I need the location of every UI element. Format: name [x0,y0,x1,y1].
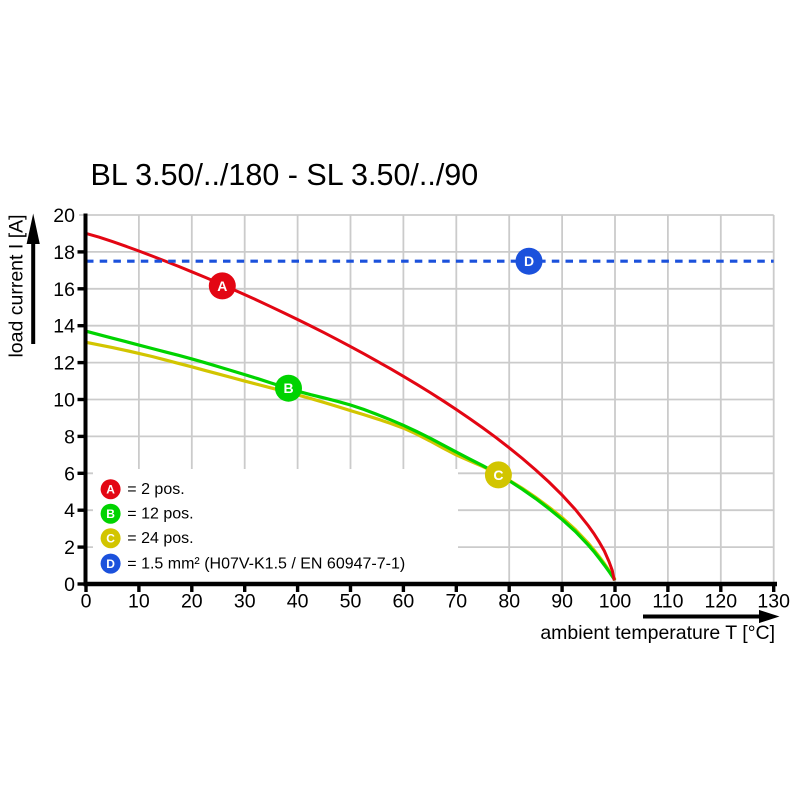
svg-text:90: 90 [551,591,573,613]
svg-text:14: 14 [53,316,75,338]
svg-text:A: A [106,483,115,497]
svg-text:10: 10 [128,591,150,613]
svg-text:0: 0 [81,591,92,613]
svg-text:10: 10 [53,390,75,412]
svg-text:0: 0 [64,574,75,596]
svg-text:20: 20 [53,205,75,227]
svg-text:2: 2 [64,537,75,559]
svg-text:= 24 pos.: = 24 pos. [127,530,193,547]
svg-text:30: 30 [234,591,256,613]
svg-text:= 2 pos.: = 2 pos. [127,481,184,498]
svg-text:B: B [106,507,115,521]
svg-text:120: 120 [705,591,738,613]
svg-text:ambient temperature T [°C]: ambient temperature T [°C] [540,622,775,644]
svg-text:= 1.5 mm² (H07V-K1.5 / EN 6094: = 1.5 mm² (H07V-K1.5 / EN 60947-7-1) [127,555,405,572]
svg-text:12: 12 [53,353,75,375]
svg-text:18: 18 [53,242,75,264]
svg-text:C: C [106,532,115,546]
svg-text:A: A [217,278,227,294]
svg-text:B: B [283,380,293,396]
svg-text:D: D [524,253,534,269]
svg-text:4: 4 [64,500,75,522]
svg-text:= 12 pos.: = 12 pos. [127,506,193,523]
svg-text:16: 16 [53,279,75,301]
svg-text:6: 6 [64,463,75,485]
svg-text:50: 50 [340,591,362,613]
svg-text:C: C [493,467,503,483]
svg-text:D: D [106,557,115,571]
svg-text:40: 40 [287,591,309,613]
svg-text:20: 20 [181,591,203,613]
svg-text:60: 60 [393,591,415,613]
svg-text:load current I [A]: load current I [A] [6,214,28,357]
svg-text:130: 130 [757,591,790,613]
svg-text:BL 3.50/../180 - SL 3.50/../90: BL 3.50/../180 - SL 3.50/../90 [91,158,479,192]
svg-text:70: 70 [445,591,467,613]
svg-text:100: 100 [599,591,632,613]
svg-text:80: 80 [498,591,520,613]
svg-text:8: 8 [64,426,75,448]
svg-text:110: 110 [652,591,683,613]
